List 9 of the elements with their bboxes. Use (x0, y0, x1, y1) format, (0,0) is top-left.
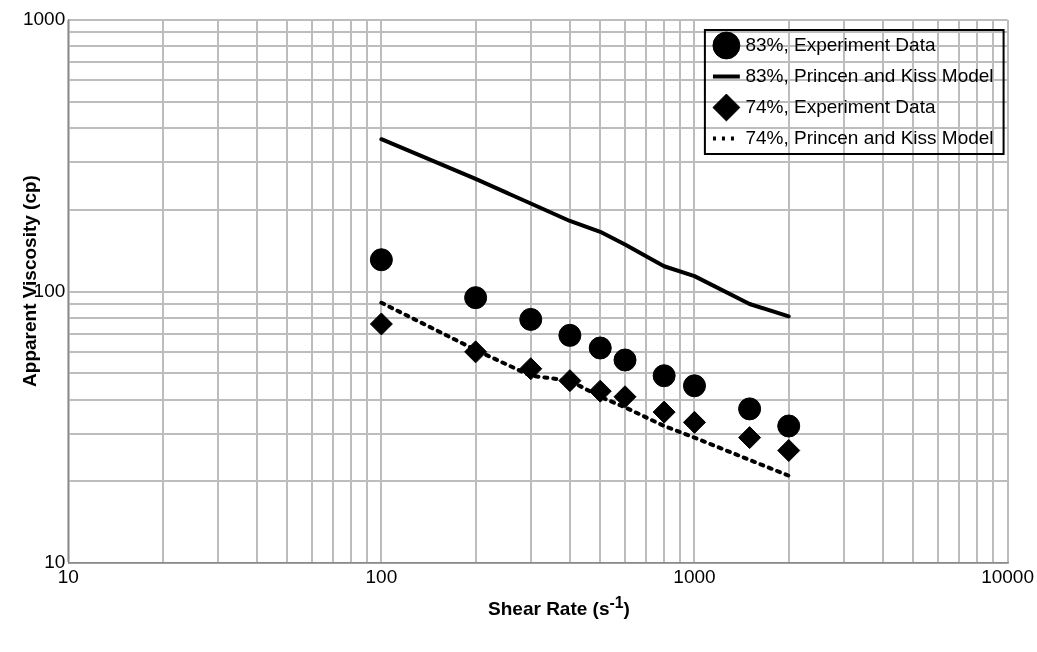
x-tick-label: 100 (365, 565, 398, 587)
x-tick-label: 1000 (673, 565, 716, 587)
legend-label: 83%, Experiment Data (745, 33, 936, 55)
legend-label: 74%, Princen and Kiss Model (745, 126, 994, 148)
legend-label: 83%, Princen and Kiss Model (745, 64, 994, 86)
x-axis-title: Shear Rate (s$^{-1}$) (487, 594, 631, 621)
x-tick-label: 10000 (981, 565, 1034, 587)
y-tick-label: 1000 (22, 8, 66, 30)
legend-label: 74%, Experiment Data (745, 95, 936, 117)
